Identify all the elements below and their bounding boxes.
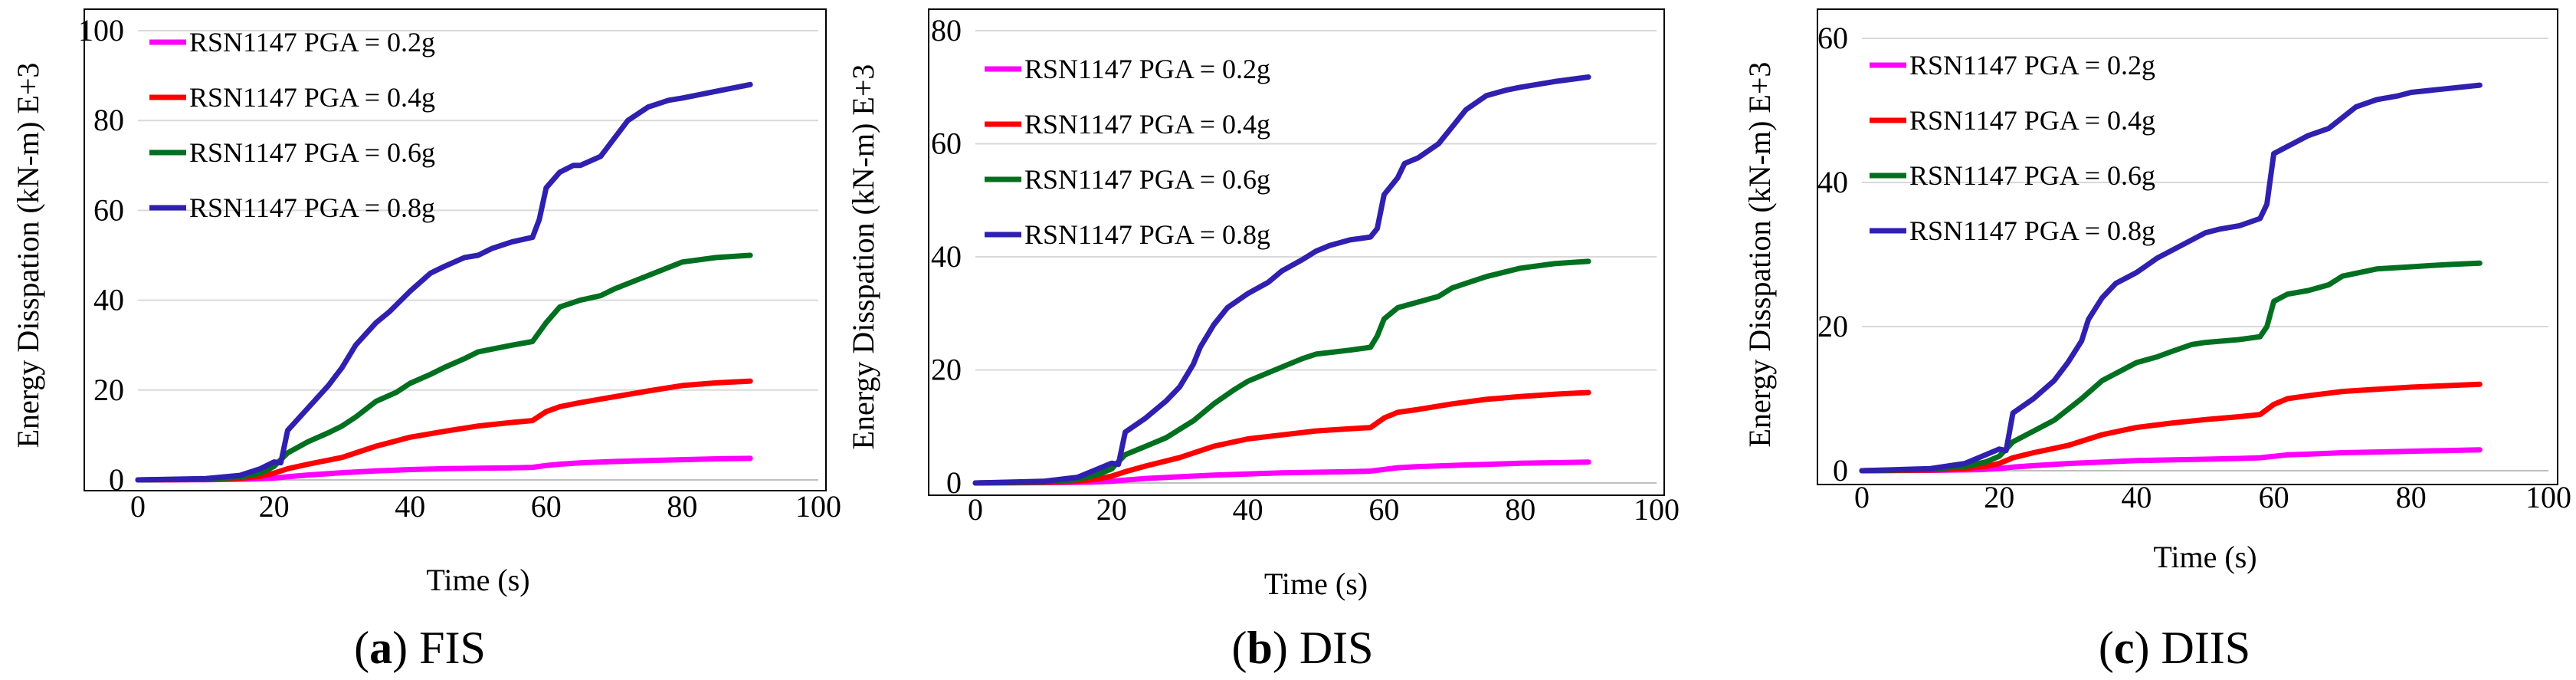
x-axis-title: Time (s) <box>426 563 529 597</box>
x-tick-label: 80 <box>1505 492 1535 527</box>
chart-caption: (c) DIIS <box>2099 623 2250 673</box>
x-tick-label: 0 <box>130 489 146 524</box>
chart-caption: (b) DIS <box>1231 623 1373 673</box>
chart-border <box>84 8 827 491</box>
legend-label: RSN1147 PGA = 0.4g <box>1909 105 2155 136</box>
y-tick-label: 0 <box>109 462 124 497</box>
legend-label: RSN1147 PGA = 0.2g <box>189 27 435 57</box>
legend-label: RSN1147 PGA = 0.4g <box>189 82 435 113</box>
y-tick-label: 20 <box>931 353 962 387</box>
series-line-3 <box>972 74 1591 486</box>
y-tick-label: 80 <box>93 103 124 137</box>
y-tick-label: 60 <box>1817 21 1848 55</box>
x-tick-label: 40 <box>1233 492 1263 527</box>
chart-border <box>1817 8 2558 485</box>
x-tick-label: 20 <box>1096 492 1127 527</box>
x-tick-label: 0 <box>968 492 983 527</box>
y-tick-label: 80 <box>931 13 962 48</box>
x-tick-label: 80 <box>667 489 697 524</box>
x-tick-label: 80 <box>2396 480 2427 514</box>
legend-label: RSN1147 PGA = 0.6g <box>189 137 435 168</box>
chart-1: 0 20 40 60 80 0 20 40 60 80 100 Time (s) Energy Diss… <box>846 8 1680 673</box>
legend-label: RSN1147 PGA = 0.8g <box>189 192 435 223</box>
y-tick-label: 60 <box>93 192 124 227</box>
x-tick-label: 40 <box>2121 480 2152 514</box>
y-tick-label: 20 <box>1817 309 1848 343</box>
series-line-3 <box>135 81 753 483</box>
series-line-2 <box>972 258 1591 486</box>
x-axis-title: Time (s) <box>1264 567 1368 601</box>
series-line-2 <box>135 252 753 483</box>
series-line-3 <box>1859 82 2483 474</box>
y-tick-label: 40 <box>93 283 124 317</box>
series-line-0 <box>135 455 753 483</box>
chart-0: 0 20 40 60 80 100 0 20 40 60 80 100 Time (s) Energy D… <box>11 8 841 673</box>
y-axis-title: Energy Disspation (kN-m) E+3 <box>846 64 880 450</box>
legend-label: RSN1147 PGA = 0.6g <box>1909 160 2155 191</box>
series-line-1 <box>972 389 1591 486</box>
legend-label: RSN1147 PGA = 0.8g <box>1024 219 1270 250</box>
x-tick-label: 100 <box>795 489 841 524</box>
y-tick-label: 60 <box>931 126 962 161</box>
x-axis-title: Time (s) <box>2153 540 2256 574</box>
y-tick-label: 40 <box>1817 165 1848 199</box>
y-tick-label: 100 <box>78 13 124 48</box>
legend-label: RSN1147 PGA = 0.8g <box>1909 215 2155 246</box>
series-line-0 <box>1859 447 2483 474</box>
legend-label: RSN1147 PGA = 0.2g <box>1909 50 2155 80</box>
x-tick-label: 60 <box>2259 480 2289 514</box>
x-tick-label: 40 <box>395 489 425 524</box>
y-tick-label: 0 <box>1833 453 1848 488</box>
x-tick-label: 0 <box>1854 480 1870 514</box>
series-line-1 <box>1859 381 2483 474</box>
x-tick-label: 60 <box>1368 492 1399 527</box>
series-line-0 <box>972 459 1591 486</box>
x-tick-label: 20 <box>1984 480 2014 514</box>
y-tick-label: 20 <box>93 373 124 407</box>
legend-label: RSN1147 PGA = 0.2g <box>1024 54 1270 84</box>
legend-label: RSN1147 PGA = 0.6g <box>1024 164 1270 195</box>
y-axis-title: Energy Disspation (kN-m) E+3 <box>11 63 45 448</box>
chart-2: 0 20 40 60 0 20 40 60 80 100 Time (s) Energy Disspa… <box>1742 8 2571 673</box>
x-tick-label: 20 <box>259 489 290 524</box>
series-line-2 <box>1859 260 2483 474</box>
y-tick-label: 40 <box>931 239 962 274</box>
x-tick-label: 100 <box>2525 480 2571 514</box>
x-tick-label: 100 <box>1634 492 1680 527</box>
y-tick-label: 0 <box>946 465 962 500</box>
chart-border <box>928 8 1665 496</box>
x-tick-label: 60 <box>531 489 562 524</box>
chart-caption: (a) FIS <box>354 623 486 673</box>
legend-label: RSN1147 PGA = 0.4g <box>1024 109 1270 140</box>
series-line-1 <box>135 378 753 483</box>
y-axis-title: Energy Disspation (kN-m) E+3 <box>1742 62 1777 448</box>
